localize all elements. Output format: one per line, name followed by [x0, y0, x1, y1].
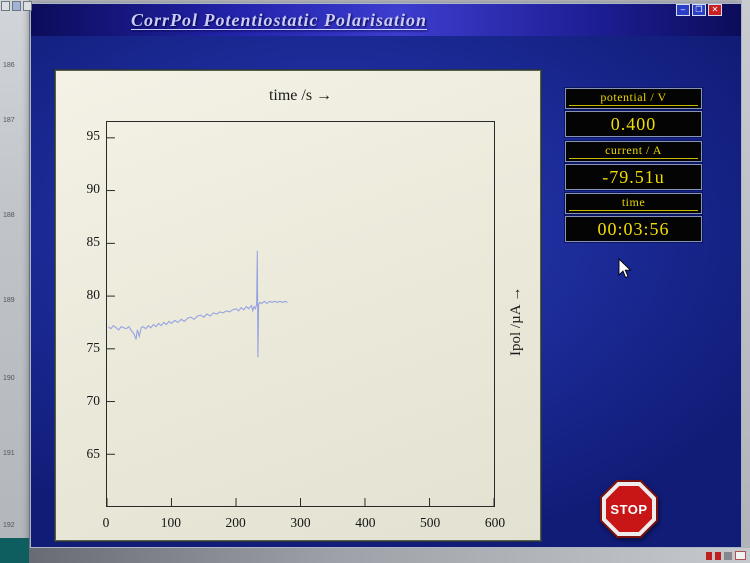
y-tick-label: 80 — [86, 286, 101, 302]
y-tick-label: 75 — [86, 339, 101, 355]
x-tick-label: 600 — [484, 515, 506, 530]
stop-button[interactable]: STOP — [600, 480, 658, 538]
stop-sign-face: STOP — [606, 486, 652, 532]
chart-title: time /s → — [268, 87, 333, 104]
side-strip-number: 192 — [3, 522, 15, 529]
stop-label: STOP — [610, 501, 648, 517]
desktop-icon — [1, 1, 10, 11]
x-tick-label: 500 — [420, 515, 441, 530]
taskbar-strip — [0, 548, 750, 563]
x-tick-label: 200 — [225, 515, 246, 530]
desktop-icon — [12, 1, 21, 11]
screen-left-edge: 186 187 188 189 190 191 192 — [0, 0, 30, 563]
x-tick-label: 0 — [102, 515, 110, 530]
y-tick-label: 70 — [86, 393, 101, 409]
potential-label: potential / V — [600, 90, 667, 104]
y-axis-label: Ipol /µA → — [508, 286, 524, 356]
tray-indicator-icon — [706, 551, 712, 560]
potential-label-box: potential / V — [565, 88, 702, 109]
y-tick-label: 95 — [86, 127, 101, 143]
label-underline — [569, 105, 698, 106]
plot-svg — [107, 137, 494, 506]
x-tick-label: 400 — [355, 515, 376, 530]
minimize-button[interactable]: – — [676, 4, 690, 16]
title-bar[interactable]: CorrPol Potentiostatic Polarisation — [31, 4, 741, 36]
current-label: current / A — [605, 143, 662, 157]
x-tick-label: 100 — [160, 515, 181, 530]
side-strip-number: 187 — [3, 117, 15, 124]
side-strip-number: 188 — [3, 212, 15, 219]
current-value: -79.51u — [565, 164, 702, 190]
screen-right-edge — [742, 0, 750, 563]
mouse-cursor-icon — [618, 257, 633, 285]
close-button[interactable]: ✕ — [708, 4, 722, 16]
tray-indicator-icon — [724, 551, 732, 560]
potential-value: 0.400 — [565, 111, 702, 137]
time-label-box: time — [565, 193, 702, 214]
current-label-box: current / A — [565, 141, 702, 162]
x-tick-label: 300 — [290, 515, 311, 530]
side-strip-number: 186 — [3, 62, 15, 69]
chart-panel: time /s → 65 70 75 80 85 90 95 0 100 200 300 400 50… — [55, 70, 541, 541]
side-strip-number: 191 — [3, 450, 15, 457]
y-tick-label: 90 — [86, 180, 101, 196]
tray-indicator-icon — [735, 551, 746, 560]
y-tick-label: 85 — [86, 233, 101, 249]
side-strip-number: 189 — [3, 297, 15, 304]
time-value: 00:03:56 — [565, 216, 702, 242]
label-underline — [569, 210, 698, 211]
time-label: time — [621, 195, 646, 209]
maximize-button[interactable]: ❒ — [692, 4, 706, 16]
label-underline — [569, 158, 698, 159]
stop-sign-white-ring: STOP — [602, 482, 656, 536]
stop-sign-outer-ring: STOP — [600, 480, 658, 538]
background-window-icons — [1, 1, 32, 11]
system-tray — [706, 551, 746, 560]
window-controls: – ❒ ✕ — [676, 4, 722, 16]
side-strip-number: 190 — [3, 375, 15, 382]
window-title: CorrPol Potentiostatic Polarisation — [131, 9, 428, 30]
y-tick-label: 65 — [86, 446, 101, 462]
taskbar-corner-block — [0, 538, 29, 563]
plot-area — [106, 121, 495, 507]
tray-indicator-icon — [715, 551, 721, 560]
desktop-icon — [23, 1, 32, 11]
